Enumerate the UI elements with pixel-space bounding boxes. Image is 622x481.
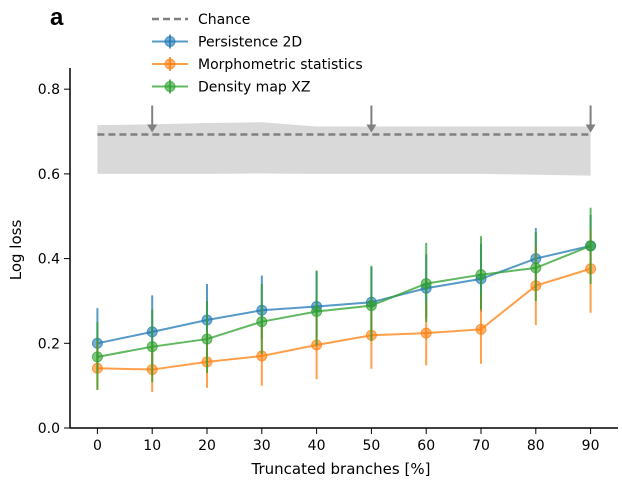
data-point-1 <box>475 323 487 335</box>
series-line-1 <box>97 267 591 371</box>
data-point-2 <box>146 341 158 353</box>
y-tick-label: 0.0 <box>38 421 60 437</box>
data-point-2 <box>311 306 323 318</box>
y-tick-label: 0.6 <box>38 167 60 183</box>
series-line-0 <box>97 244 591 345</box>
legend-swatch-marker <box>164 81 176 92</box>
series-line-2 <box>97 244 591 358</box>
x-tick-label: 10 <box>143 438 161 454</box>
data-point-2 <box>420 278 432 290</box>
data-point-2 <box>530 262 542 274</box>
data-point-2 <box>256 316 268 328</box>
data-point-2 <box>475 269 487 281</box>
legend-label: Density map XZ <box>198 80 310 96</box>
y-tick-label: 0.8 <box>38 82 60 98</box>
data-point-2 <box>201 333 213 345</box>
chance-band <box>97 122 591 176</box>
x-tick-label: 20 <box>198 438 216 454</box>
panel-label: a <box>50 4 64 31</box>
chance-arrow-head <box>147 124 158 133</box>
x-tick-label: 60 <box>417 438 435 454</box>
legend-swatch-marker <box>164 58 176 70</box>
y-axis-label: Log loss <box>7 220 25 281</box>
data-point-2 <box>365 300 377 312</box>
y-tick-label: 0.2 <box>38 336 60 352</box>
x-tick-label: 0 <box>93 438 102 454</box>
x-tick-label: 80 <box>527 438 545 454</box>
chance-arrow-head <box>366 124 377 133</box>
x-tick-label: 50 <box>362 438 380 454</box>
x-axis-label: Truncated branches [%] <box>251 460 431 478</box>
x-tick-label: 90 <box>582 438 600 454</box>
legend-label: Morphometric statistics <box>198 57 363 73</box>
data-point-2 <box>91 351 103 363</box>
y-tick-label: 0.4 <box>38 252 60 268</box>
legend-swatch-marker <box>164 36 176 47</box>
data-point-2 <box>585 240 597 252</box>
legend-label: Persistence 2D <box>198 35 302 51</box>
legend-label: Chance <box>198 12 250 28</box>
x-tick-label: 40 <box>308 438 326 454</box>
chance-arrow-head <box>585 124 596 133</box>
data-point-1 <box>420 327 432 339</box>
x-tick-label: 70 <box>472 438 490 454</box>
x-tick-label: 30 <box>253 438 271 454</box>
